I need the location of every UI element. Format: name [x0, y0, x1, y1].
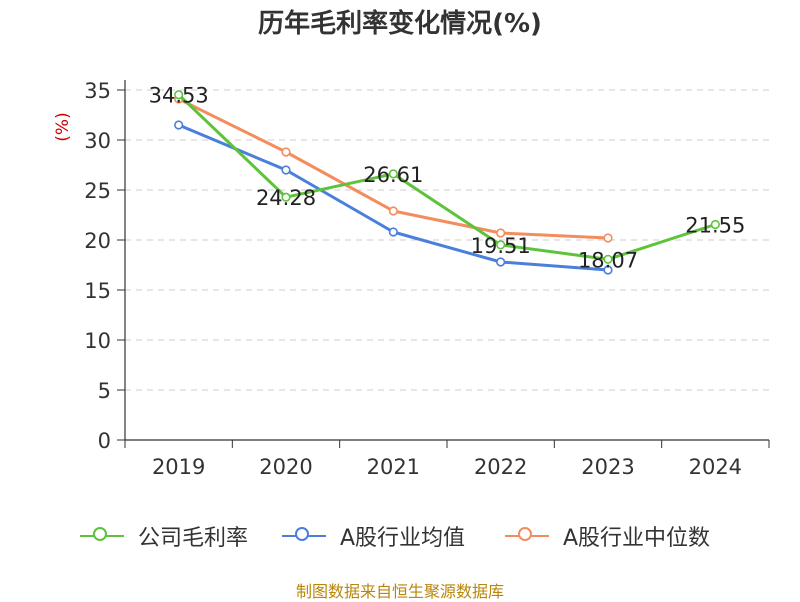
data-label: 24.28 — [256, 186, 316, 210]
x-tick-label: 2020 — [259, 455, 312, 479]
data-labels: 34.53 24.28 26.61 19.51 18.07 21.55 — [149, 84, 746, 273]
data-point-0 — [710, 219, 720, 230]
data-point-0 — [281, 192, 291, 202]
data-point-2 — [496, 228, 506, 238]
data-label: 34.53 — [149, 84, 209, 108]
series-lines — [174, 90, 720, 275]
y-tick-label: 30 — [84, 129, 111, 153]
y-tick-label: 20 — [84, 229, 111, 253]
x-tick-label: 2023 — [581, 455, 634, 479]
data-label: 19.51 — [471, 234, 531, 258]
legend-item-industry-median[interactable]: A股行业中位数 — [505, 520, 710, 552]
data-point-1 — [281, 165, 291, 175]
x-tick-label: 2019 — [152, 455, 205, 479]
y-tick-label: 15 — [84, 279, 111, 303]
legend-marker-industry-avg — [282, 527, 326, 541]
data-point-0 — [603, 254, 613, 264]
data-point-1 — [174, 120, 184, 130]
data-label: 18.07 — [578, 248, 638, 272]
y-axis-label: (%) — [53, 112, 73, 141]
y-tick-label: 10 — [84, 329, 111, 353]
legend-label-industry-median: A股行业中位数 — [563, 526, 711, 551]
y-tick-label: 5 — [98, 379, 111, 403]
series-line-1 — [178, 123, 609, 272]
data-point-2 — [388, 206, 398, 216]
grid-lines — [125, 89, 769, 391]
legend-label-industry-avg: A股行业均值 — [340, 526, 466, 551]
x-tick-label: 2024 — [689, 455, 742, 479]
legend-item-company[interactable]: 公司毛利率 — [80, 520, 248, 552]
data-point-1 — [496, 257, 506, 267]
data-label: 26.61 — [363, 163, 423, 187]
legend-marker-industry-median — [505, 527, 549, 541]
data-point-0 — [388, 169, 398, 179]
data-point-0 — [174, 90, 184, 100]
axes: 0 5 10 15 20 25 30 35 2019 2020 2021 2022 2023 2024 (%… — [53, 79, 770, 479]
legend-label-company: 公司毛利率 — [138, 526, 249, 551]
data-point-0 — [496, 240, 506, 250]
x-tick-label: 2021 — [367, 455, 420, 479]
data-point-2 — [603, 233, 613, 243]
x-tick-label: 2022 — [474, 455, 527, 479]
data-label: 21.55 — [685, 214, 745, 238]
legend-item-industry-avg[interactable]: A股行业均值 — [282, 520, 465, 552]
y-tick-label: 35 — [84, 79, 111, 103]
legend-marker-company — [80, 527, 124, 541]
legend: 公司毛利率 A股行业均值 A股行业中位数 — [0, 520, 800, 552]
data-point-1 — [388, 227, 398, 237]
y-tick-label: 25 — [84, 179, 111, 203]
data-point-1 — [603, 265, 613, 275]
chart-title: 历年毛利率变化情况(%) — [258, 9, 542, 39]
series-line-0 — [177, 93, 716, 261]
data-point-2 — [281, 147, 291, 157]
y-tick-label: 0 — [98, 429, 111, 453]
source-note: 制图数据来自恒生聚源数据库 — [295, 582, 504, 601]
